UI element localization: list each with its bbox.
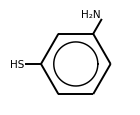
Text: HS: HS — [10, 59, 25, 69]
Text: H₂N: H₂N — [80, 10, 100, 19]
